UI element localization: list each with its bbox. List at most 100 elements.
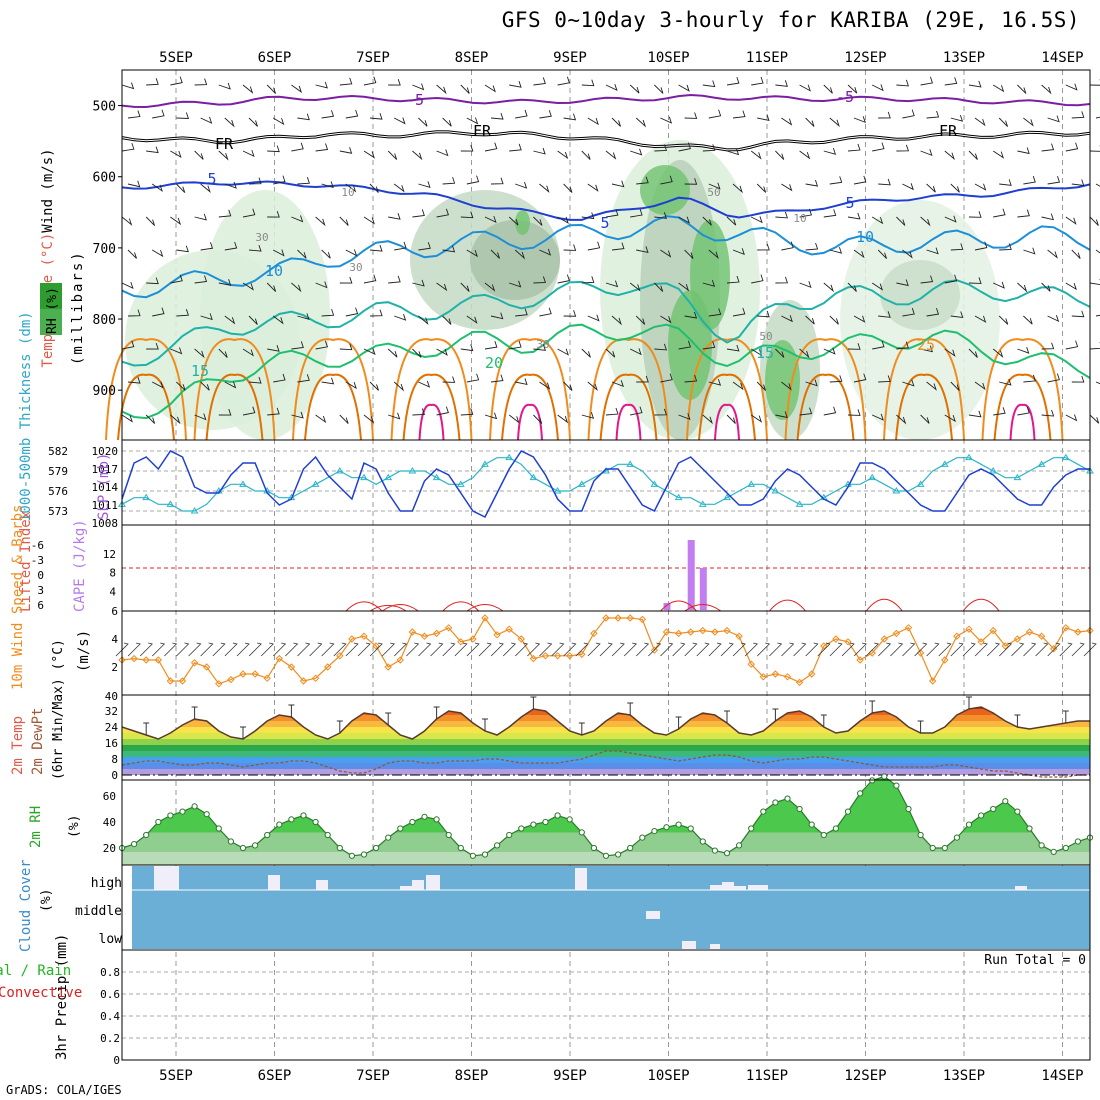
wind10m-barb <box>357 642 371 657</box>
wind-barb <box>1065 142 1079 152</box>
wind10m-barb <box>478 642 492 657</box>
rh2m-marker <box>857 790 864 797</box>
wind-barb <box>611 180 625 188</box>
wind-barb <box>853 249 865 259</box>
wind-speed-marker <box>989 626 997 635</box>
rh2m-marker <box>1002 798 1009 805</box>
panel-precip <box>121 949 1091 1061</box>
rh2m-marker <box>494 842 501 849</box>
wind-speed-marker <box>674 629 683 638</box>
rh2m-marker <box>373 844 380 852</box>
date-tick-bottom: 8SEP <box>455 1068 489 1084</box>
li-curve <box>769 599 806 612</box>
wind-barb <box>896 341 909 350</box>
wind-barb <box>847 84 858 94</box>
wind-barb <box>750 216 763 224</box>
wind10m-barb <box>938 642 952 657</box>
li-ylabel: Lifted Index <box>18 511 34 612</box>
dewpoint-line <box>121 750 1090 778</box>
wind-barb <box>248 244 262 252</box>
slp-tick-label: 1020 <box>92 445 119 458</box>
wind-barb <box>539 248 552 256</box>
wind-speed-marker <box>699 626 707 635</box>
wind-barb <box>291 84 303 94</box>
wind-barb <box>387 150 398 160</box>
cape-bar <box>699 568 707 610</box>
wind-barb <box>732 381 744 391</box>
wind-barb <box>829 315 839 325</box>
isotherm-25 <box>390 338 473 441</box>
wind-barb <box>151 381 164 389</box>
wind-speed-marker <box>239 670 247 678</box>
wind-barb <box>1095 314 1100 317</box>
rh2m-marker <box>421 813 428 820</box>
wind-barb <box>466 117 479 125</box>
isotherm-25 <box>883 338 965 441</box>
temp-minmax-bar <box>675 716 682 729</box>
wind-barb <box>484 142 498 152</box>
wind-barb <box>1071 249 1081 259</box>
wind-speed-marker <box>202 663 211 671</box>
wind-barb <box>509 143 522 152</box>
wind-barb <box>581 150 591 160</box>
wind-speed-marker <box>626 614 634 622</box>
wind-barb <box>708 249 719 260</box>
wind-barb <box>315 340 328 350</box>
wind-barb <box>775 150 785 160</box>
wind-barb <box>732 183 743 194</box>
wind-barb <box>968 348 978 358</box>
wind-barb <box>436 208 449 218</box>
wind-barb <box>781 183 793 192</box>
wind-barb <box>200 242 214 251</box>
wind-speed-marker <box>807 670 816 678</box>
isotherm-30 <box>895 373 953 441</box>
wind-barb <box>539 307 552 317</box>
rh2m-marker <box>179 808 186 815</box>
rh2m-marker <box>155 818 162 826</box>
wind-barb <box>878 311 891 318</box>
wind-barb <box>218 82 231 90</box>
wind-barb <box>1047 175 1061 185</box>
rh2m-marker <box>820 831 827 839</box>
wind-barb <box>1089 278 1100 285</box>
wind-barb <box>533 77 546 86</box>
date-tick-top: 10SEP <box>647 50 689 66</box>
wind-barb <box>194 275 208 284</box>
wind-barb <box>629 84 640 94</box>
wind10m-barb <box>466 642 480 657</box>
rh-high-area <box>640 165 690 215</box>
wind-barb <box>605 84 618 92</box>
wind10m-barb <box>902 642 916 657</box>
wind10m-barb <box>587 642 601 657</box>
wind-barb <box>684 374 698 383</box>
wind-speed-marker <box>469 635 477 643</box>
wind-barb <box>539 381 551 390</box>
contour-label: 15 <box>191 362 209 380</box>
wind-barb <box>121 216 133 226</box>
wind-barb <box>871 84 884 92</box>
wind-barb <box>799 281 812 289</box>
wind-barb <box>944 77 958 86</box>
wind-barb <box>1089 79 1100 86</box>
wind-barb <box>896 79 910 87</box>
wind-barb <box>1089 414 1100 424</box>
rh-high-area <box>765 340 800 420</box>
contour-label: 50 <box>759 330 772 343</box>
rh2m-marker <box>131 841 138 848</box>
wind10m-barb <box>1023 642 1037 657</box>
wind-barb <box>490 177 504 185</box>
wind-barb <box>146 342 159 350</box>
wind-barb <box>418 117 428 127</box>
wind-barb <box>436 149 449 157</box>
wind-barb <box>121 281 134 289</box>
temp-minmax-bar <box>1014 714 1021 727</box>
temp-minmax-bar <box>288 704 295 717</box>
slp-tick-label: 1014 <box>92 481 119 494</box>
cloud-clear-gap <box>748 885 768 890</box>
date-tick-top: 13SEP <box>943 50 985 66</box>
wind-barb <box>757 310 770 318</box>
wind-barb <box>315 143 329 152</box>
thickness-marker <box>335 467 344 474</box>
temp-band <box>122 739 1090 745</box>
wind-barb <box>829 375 843 383</box>
